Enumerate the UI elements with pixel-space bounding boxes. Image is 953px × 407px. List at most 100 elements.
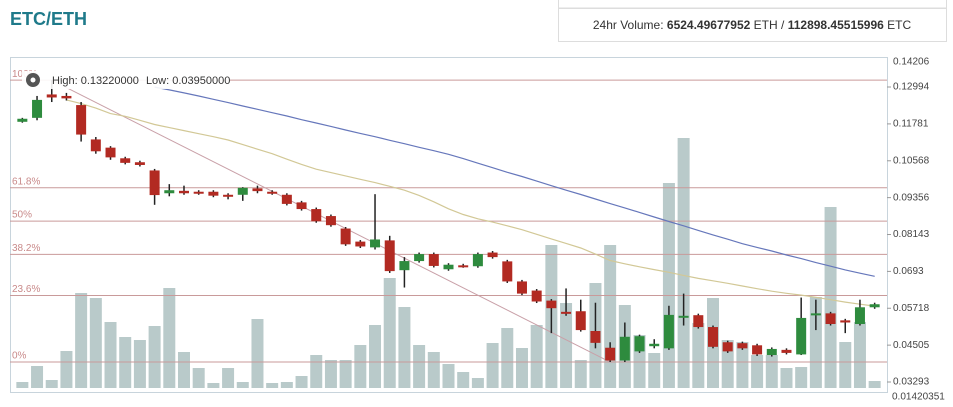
info-bar: High: 0.13220000 Low: 0.03950000 [22, 71, 230, 89]
volume-bar [501, 328, 514, 388]
candle-body [443, 264, 454, 270]
volume-bar [31, 366, 44, 388]
volume-bar [280, 382, 293, 388]
volume-bar [721, 340, 734, 388]
volume-bar [192, 368, 205, 388]
volume-box [558, 8, 947, 42]
candle-body [472, 254, 483, 267]
candle-body [105, 147, 116, 158]
candle-body [531, 290, 542, 302]
candle-body [487, 252, 498, 258]
fib-label: 23.6% [12, 284, 40, 295]
volume-bar [310, 355, 323, 388]
candle-body [281, 194, 292, 204]
volume-bar [163, 288, 176, 388]
eth-unit: ETH [754, 18, 778, 32]
candle-body [722, 342, 733, 352]
candle-body [854, 307, 865, 325]
candle-body [325, 216, 336, 226]
etc-unit: ETC [887, 18, 911, 32]
volume-bar [853, 322, 866, 388]
y-tick-label: 0.11781 [893, 119, 929, 130]
candle-body [399, 261, 410, 271]
volume-bar [560, 303, 573, 388]
separator: / [781, 18, 785, 32]
candle-body [120, 158, 131, 163]
volume-bar [868, 381, 881, 388]
y-tick-label: 0.08143 [893, 229, 930, 240]
candle-body [193, 191, 204, 194]
volume-bar [574, 360, 587, 388]
volume-bar [133, 340, 146, 388]
candle-body [428, 254, 439, 266]
candle-body [502, 261, 513, 282]
volume-bar [442, 364, 455, 388]
y-tick-label: 0.03293 [893, 377, 930, 388]
candle-body [708, 327, 719, 347]
candle-body [678, 315, 689, 318]
y-tick-label: 0.04505 [893, 340, 930, 351]
candle-body [17, 118, 28, 122]
candle-body [840, 320, 851, 323]
volume-bar [177, 352, 190, 388]
volume-bar [266, 383, 279, 388]
candle-body [267, 191, 278, 194]
volume-text: 24hr Volume: 6524.49677952 ETH / 112898.… [593, 18, 912, 32]
candle-body [370, 239, 381, 248]
volume-bar [148, 326, 161, 388]
candle-body [164, 190, 175, 194]
candle-body [178, 190, 189, 194]
candle-body [237, 187, 248, 195]
moving-average [154, 86, 875, 277]
y-tick-label: 0.09356 [893, 192, 930, 203]
header-box-top [558, 0, 947, 9]
candle-body [134, 162, 145, 165]
volume-bar [839, 342, 852, 388]
fib-label: 61.8% [12, 176, 40, 187]
volume-bar [75, 293, 88, 388]
y-tick-label: 0.05718 [893, 303, 930, 314]
volume-bar [60, 351, 73, 388]
fib-label: 50% [12, 210, 32, 221]
pair-title: ETC/ETH [10, 9, 87, 29]
plot-layer: 100%61.8%50%38.2%23.6%0% [10, 69, 887, 388]
volume-bar [104, 322, 117, 388]
candle-body [663, 314, 674, 349]
fib-label: 38.2% [12, 243, 40, 254]
volume-bar [45, 380, 58, 388]
candle-body [781, 349, 792, 353]
candle-body [649, 343, 660, 347]
candle-body [252, 188, 263, 192]
volume-bar [427, 352, 440, 388]
candle-body [149, 170, 160, 196]
volume-bar [765, 355, 778, 388]
candle-body [340, 228, 351, 245]
volume-bar [604, 245, 617, 388]
low-value: 0.03950000 [172, 75, 230, 87]
y-tick-label: 0.10568 [893, 155, 930, 166]
volume-bar [354, 345, 367, 388]
y-tick-label: 0.12994 [893, 82, 930, 93]
volume-bar [339, 360, 352, 388]
volume-label: 24hr Volume: [593, 18, 664, 32]
candle-body [384, 240, 395, 272]
high-text: High: 0.13220000 Low: 0.03950000 [52, 75, 230, 87]
candle-body [590, 331, 601, 343]
candle-body [61, 95, 72, 99]
candle-body [46, 94, 57, 98]
candle-body [296, 202, 307, 210]
candle-body [810, 313, 821, 316]
high-value: 0.13220000 [81, 75, 139, 87]
etc-volume: 112898.45515996 [788, 18, 884, 32]
volume-bar [457, 372, 470, 388]
volume-bar [809, 297, 822, 388]
candle-body [605, 347, 616, 361]
candle-body [737, 343, 748, 349]
low-label: Low: [146, 75, 169, 87]
volume-bar [795, 367, 808, 388]
volume-bar [824, 207, 837, 388]
y-tick-label: 0.0693 [893, 266, 924, 277]
volume-bar [780, 368, 793, 388]
candle-body [516, 281, 527, 294]
